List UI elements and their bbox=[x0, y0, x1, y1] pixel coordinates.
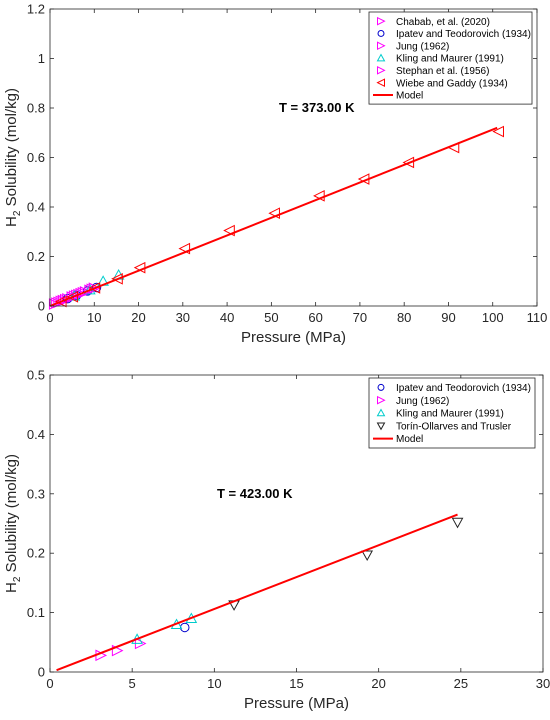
y-tick-label: 0.1 bbox=[27, 605, 45, 620]
x-tick-label: 25 bbox=[454, 676, 468, 691]
legend-marker bbox=[377, 383, 385, 391]
x-tick-label: 0 bbox=[46, 676, 53, 691]
legend-label: Chabab, et al. (2020) bbox=[396, 17, 490, 28]
legend-label: Ipatev and Teodorovich (1934) bbox=[396, 383, 531, 394]
legend-marker bbox=[377, 29, 385, 37]
x-tick-label: 80 bbox=[397, 310, 411, 325]
x-tick-label: 20 bbox=[131, 310, 145, 325]
x-tick-label: 0 bbox=[46, 310, 53, 325]
legend-box bbox=[368, 11, 533, 105]
data-point bbox=[451, 517, 464, 529]
data-point bbox=[402, 156, 415, 169]
legend-marker bbox=[377, 66, 386, 75]
legend-label: Model bbox=[396, 91, 423, 102]
data-point bbox=[492, 125, 504, 138]
data-point bbox=[88, 282, 101, 294]
data-point bbox=[361, 550, 374, 562]
data-point bbox=[66, 291, 79, 303]
legend-label: Torín-Ollarves and Trusler bbox=[396, 421, 512, 432]
temperature-annotation: T = 423.00 K bbox=[217, 486, 293, 501]
model-line bbox=[56, 513, 458, 672]
legend: Ipatev and Teodorovich (1934) Jung (1962)… bbox=[368, 377, 536, 449]
y-axis-label: H2 Solubility (mol/kg) bbox=[3, 454, 23, 593]
legend-marker bbox=[377, 395, 386, 405]
y-tick-label: 1 bbox=[38, 51, 45, 66]
legend-label: Ipatev and Teodorovich (1934) bbox=[396, 29, 531, 40]
x-tick-label: 50 bbox=[264, 310, 278, 325]
x-tick-label: 10 bbox=[207, 676, 221, 691]
data-point bbox=[111, 644, 124, 657]
legend-label: Kling and Maurer (1991) bbox=[396, 409, 504, 420]
legend-box bbox=[368, 377, 536, 449]
x-axis-label: Pressure (MPa) bbox=[241, 329, 346, 346]
legend-label: Wiebe and Gaddy (1934) bbox=[396, 78, 508, 89]
legend-label: Stephan et al. (1956) bbox=[396, 66, 489, 77]
y-tick-label: 0.4 bbox=[27, 427, 45, 442]
y-tick-label: 0.2 bbox=[27, 546, 45, 561]
y-tick-label: 1.2 bbox=[27, 2, 45, 17]
x-tick-label: 100 bbox=[482, 310, 504, 325]
x-tick-label: 70 bbox=[353, 310, 367, 325]
x-tick-label: 110 bbox=[527, 310, 548, 325]
legend-marker bbox=[376, 78, 385, 87]
data-point bbox=[178, 242, 191, 255]
y-tick-label: 0 bbox=[38, 299, 45, 314]
x-tick-label: 30 bbox=[176, 310, 190, 325]
data-point bbox=[77, 286, 90, 299]
legend-label: Jung (1962) bbox=[396, 41, 449, 52]
temperature-annotation: T = 373.00 K bbox=[279, 100, 355, 115]
x-tick-label: 30 bbox=[536, 676, 550, 691]
data-point bbox=[223, 224, 235, 237]
chart-2: 0 5 10 15 20 25 30 0 0.1 0.2 0.3 0.4 0.5 Pressure (MP… bbox=[3, 368, 550, 713]
legend-marker bbox=[376, 422, 386, 431]
legend-label: Jung (1962) bbox=[396, 396, 449, 407]
y-tick-label: 0.2 bbox=[27, 249, 45, 264]
model-line bbox=[49, 126, 498, 307]
y-axis-label: H2 Solubility (mol/kg) bbox=[3, 88, 23, 227]
legend-marker bbox=[376, 53, 386, 62]
x-tick-label: 5 bbox=[129, 676, 136, 691]
data-point bbox=[111, 272, 123, 285]
x-axis-label: Pressure (MPa) bbox=[244, 695, 349, 712]
x-tick-label: 20 bbox=[371, 676, 385, 691]
legend-marker bbox=[377, 41, 386, 51]
chart-1: 0 10 20 30 40 50 60 70 80 90 100 110 0 0.2 0.4 0.6 0.8 1 1… bbox=[3, 2, 547, 347]
legend: Chabab, et al. (2020)Ipatev and Teodorov… bbox=[368, 11, 533, 105]
y-tick-label: 0.3 bbox=[27, 486, 45, 501]
y-tick-label: 0.6 bbox=[27, 150, 45, 165]
x-tick-label: 15 bbox=[289, 676, 303, 691]
y-tick-label: 0 bbox=[38, 665, 45, 680]
legend-label: Model bbox=[396, 434, 423, 445]
x-tick-label: 10 bbox=[87, 310, 101, 325]
y-tick-label: 0.5 bbox=[27, 368, 45, 383]
legend-marker bbox=[377, 16, 386, 26]
legend-label: Kling and Maurer (1991) bbox=[396, 54, 504, 65]
data-point bbox=[54, 295, 67, 308]
x-tick-label: 90 bbox=[441, 310, 455, 325]
y-tick-label: 0.8 bbox=[27, 101, 45, 116]
legend-marker bbox=[376, 408, 386, 417]
x-tick-label: 40 bbox=[220, 310, 234, 325]
x-tick-label: 60 bbox=[308, 310, 322, 325]
y-tick-label: 0.4 bbox=[27, 200, 45, 215]
